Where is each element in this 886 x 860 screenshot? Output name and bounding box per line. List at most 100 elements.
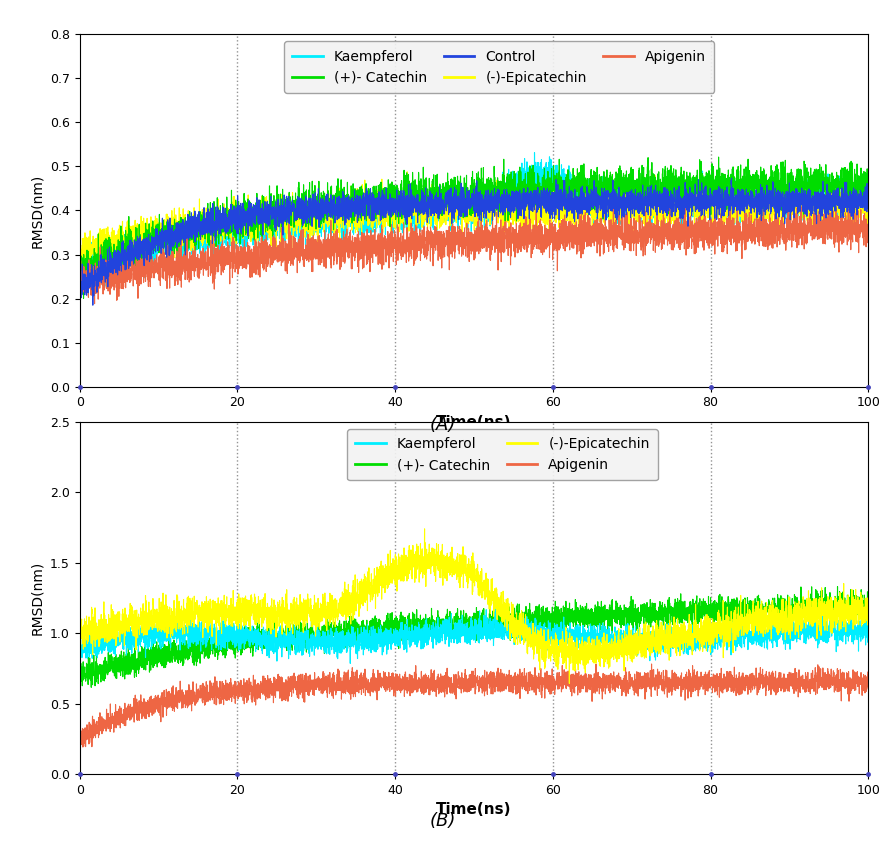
X-axis label: Time(ns): Time(ns) bbox=[436, 802, 512, 817]
Legend: Kaempferol, (+)- Catechin, (-)-Epicatechin, Apigenin: Kaempferol, (+)- Catechin, (-)-Epicatech… bbox=[347, 429, 658, 481]
(+)- Catechin bbox=[74, 280, 85, 290]
Kaempferol bbox=[587, 628, 598, 638]
(-)-Epicatechin bbox=[376, 560, 386, 570]
(-)-Epicatechin bbox=[863, 200, 874, 210]
Line: (-)-Epicatechin: (-)-Epicatechin bbox=[80, 172, 868, 285]
Control bbox=[723, 194, 734, 204]
Kaempferol bbox=[548, 647, 558, 657]
(-)-Epicatechin bbox=[663, 634, 673, 644]
(-)-Epicatechin bbox=[723, 626, 734, 636]
Line: Kaempferol: Kaempferol bbox=[80, 153, 868, 286]
Control bbox=[663, 200, 673, 211]
(-)-Epicatechin bbox=[218, 224, 229, 234]
(+)- Catechin bbox=[376, 184, 386, 194]
(+)- Catechin bbox=[723, 165, 734, 175]
Kaempferol bbox=[863, 633, 874, 643]
(-)-Epicatechin bbox=[564, 679, 575, 689]
Control bbox=[74, 296, 85, 306]
Apigenin bbox=[548, 679, 558, 690]
(-)-Epicatechin bbox=[78, 280, 89, 290]
Line: (+)- Catechin: (+)- Catechin bbox=[80, 587, 868, 687]
Apigenin bbox=[587, 679, 598, 689]
Kaempferol bbox=[75, 661, 86, 672]
Kaempferol bbox=[74, 251, 85, 261]
Apigenin bbox=[646, 659, 657, 669]
Line: (+)- Catechin: (+)- Catechin bbox=[80, 157, 868, 298]
(+)- Catechin bbox=[863, 593, 874, 603]
Line: Apigenin: Apigenin bbox=[80, 206, 868, 304]
Apigenin bbox=[663, 217, 673, 227]
(-)-Epicatechin bbox=[74, 241, 85, 251]
(-)-Epicatechin bbox=[587, 657, 598, 667]
Apigenin bbox=[548, 239, 558, 249]
Kaempferol bbox=[376, 225, 386, 236]
X-axis label: Time(ns): Time(ns) bbox=[436, 415, 512, 430]
(+)- Catechin bbox=[74, 673, 85, 683]
Kaempferol bbox=[218, 628, 229, 638]
(-)-Epicatechin bbox=[663, 218, 673, 228]
(+)- Catechin bbox=[587, 177, 598, 187]
Apigenin bbox=[218, 681, 229, 691]
Text: (A): (A) bbox=[430, 416, 456, 434]
(-)-Epicatechin bbox=[376, 216, 386, 226]
Kaempferol bbox=[863, 188, 874, 199]
(-)-Epicatechin bbox=[587, 181, 598, 191]
Control bbox=[88, 300, 98, 310]
(-)-Epicatechin bbox=[548, 648, 558, 659]
Kaempferol bbox=[587, 198, 598, 208]
Kaempferol bbox=[663, 628, 673, 638]
Legend: Kaempferol, (+)- Catechin, Control, (-)-Epicatechin, Apigenin: Kaempferol, (+)- Catechin, Control, (-)-… bbox=[284, 41, 714, 93]
Control bbox=[376, 199, 386, 209]
Kaempferol bbox=[663, 210, 673, 220]
Y-axis label: RMSD(nm): RMSD(nm) bbox=[30, 174, 44, 248]
(+)- Catechin bbox=[548, 614, 558, 624]
Text: (B): (B) bbox=[430, 813, 456, 830]
Apigenin bbox=[74, 735, 85, 746]
(+)- Catechin bbox=[863, 175, 874, 185]
(-)-Epicatechin bbox=[402, 167, 413, 177]
(+)- Catechin bbox=[376, 621, 386, 631]
(+)- Catechin bbox=[218, 218, 229, 228]
(+)- Catechin bbox=[832, 581, 843, 592]
Control bbox=[587, 196, 598, 206]
Kaempferol bbox=[529, 148, 540, 158]
Apigenin bbox=[587, 232, 598, 243]
(+)- Catechin bbox=[663, 624, 673, 634]
Line: Control: Control bbox=[80, 178, 868, 305]
Line: Kaempferol: Kaempferol bbox=[80, 609, 868, 666]
(+)- Catechin bbox=[78, 293, 89, 304]
(-)-Epicatechin bbox=[218, 604, 229, 614]
(+)- Catechin bbox=[218, 641, 229, 651]
Apigenin bbox=[663, 676, 673, 686]
Kaempferol bbox=[376, 625, 386, 636]
(+)- Catechin bbox=[587, 614, 598, 624]
Kaempferol bbox=[218, 230, 229, 240]
Apigenin bbox=[723, 231, 734, 242]
Kaempferol bbox=[99, 281, 110, 292]
(+)- Catechin bbox=[663, 186, 673, 196]
Control bbox=[548, 190, 558, 200]
Control bbox=[218, 202, 229, 212]
Line: (-)-Epicatechin: (-)-Epicatechin bbox=[80, 529, 868, 684]
Apigenin bbox=[608, 201, 618, 212]
Apigenin bbox=[723, 678, 734, 688]
Apigenin bbox=[863, 224, 874, 235]
(-)-Epicatechin bbox=[74, 629, 85, 639]
Apigenin bbox=[376, 245, 386, 255]
Apigenin bbox=[863, 678, 874, 688]
Apigenin bbox=[74, 281, 85, 292]
Apigenin bbox=[376, 679, 386, 689]
Kaempferol bbox=[723, 202, 734, 212]
Kaempferol bbox=[74, 634, 85, 644]
(+)- Catechin bbox=[713, 152, 724, 163]
Control bbox=[727, 173, 737, 183]
(+)- Catechin bbox=[86, 682, 97, 692]
(-)-Epicatechin bbox=[548, 202, 558, 212]
(-)-Epicatechin bbox=[419, 524, 430, 534]
(+)- Catechin bbox=[548, 178, 558, 188]
Control bbox=[863, 193, 874, 203]
Kaempferol bbox=[723, 633, 734, 643]
(+)- Catechin bbox=[723, 592, 734, 602]
Apigenin bbox=[89, 298, 100, 309]
Apigenin bbox=[218, 263, 229, 273]
